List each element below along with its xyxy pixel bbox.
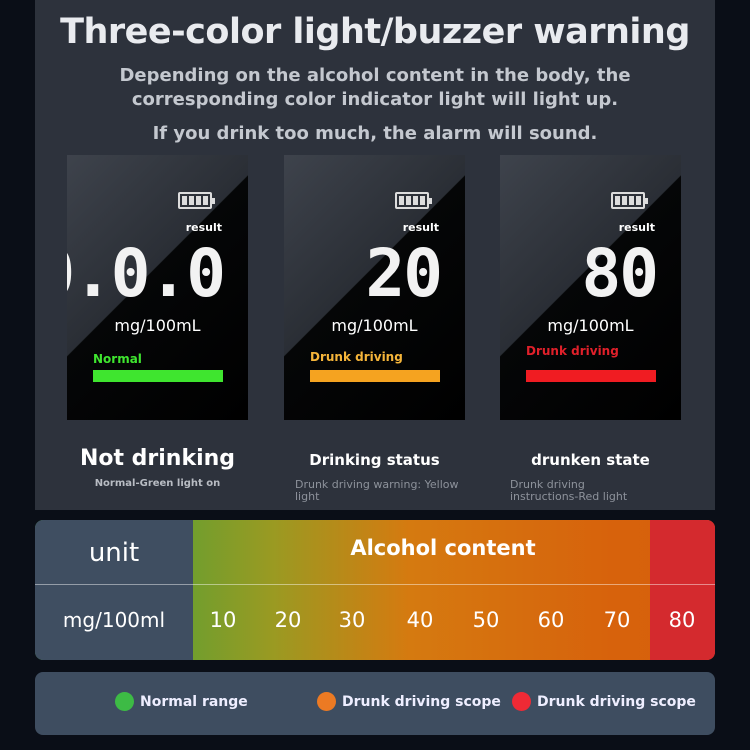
value-cell: 80: [668, 608, 696, 632]
reading-display: 20: [365, 235, 443, 312]
green-dot-icon: [115, 692, 134, 711]
caption-drinking-status: Drinking status: [309, 451, 440, 469]
result-label: result: [185, 221, 222, 234]
subtitle-line-3: If you drink too much, the alarm will so…: [152, 123, 598, 144]
state-label: Normal: [93, 352, 142, 366]
legend-item-drunk: Drunk driving scope: [512, 692, 696, 711]
alcohol-content-table: unit Alcohol content mg/100ml 10 20 30 4…: [35, 520, 715, 660]
status-bar: [526, 370, 656, 382]
value-cell: 70: [603, 608, 631, 632]
divider: [35, 584, 715, 585]
battery-icon: [395, 192, 432, 209]
unit-header: unit: [88, 538, 140, 568]
display-card-warning: result 20 mg/100mL Drunk driving: [284, 155, 465, 420]
legend-label: Drunk driving scope: [342, 693, 501, 710]
value-cell: 10: [209, 608, 237, 632]
unit-column: [35, 520, 193, 660]
value-cell: 50: [472, 608, 500, 632]
status-bar: [310, 370, 440, 382]
unit-label: mg/100mL: [114, 316, 201, 335]
result-label: result: [618, 221, 655, 234]
page-title: Three-color light/buzzer warning: [60, 12, 690, 52]
unit-label: mg/100mL: [331, 316, 418, 335]
state-label: Drunk driving: [310, 350, 403, 364]
result-label: result: [402, 221, 439, 234]
subtitle-line-1: Depending on the alcohol content in the …: [119, 65, 631, 86]
display-card-normal: result 0.0.0 mg/100mL Normal: [67, 155, 248, 420]
unit-value: mg/100ml: [62, 608, 166, 632]
reading-display: 80: [581, 235, 659, 312]
display-card-drunk: result 80 mg/100mL Drunk driving: [500, 155, 681, 420]
reading-display: 0.0.0: [67, 235, 226, 312]
value-cell: 20: [274, 608, 302, 632]
legend-label: Normal range: [140, 693, 248, 710]
caption-drunken-state: drunken state: [531, 451, 650, 469]
description-warning: Drunk driving warning: Yellow light: [295, 478, 459, 503]
subtitle-line-2: corresponding color indicator light will…: [131, 89, 619, 110]
status-bar: [93, 370, 223, 382]
orange-dot-icon: [317, 692, 336, 711]
unit-label: mg/100mL: [547, 316, 634, 335]
value-cell: 60: [537, 608, 565, 632]
battery-icon: [178, 192, 215, 209]
value-cell: 40: [406, 608, 434, 632]
caption-not-drinking: Not drinking: [79, 446, 236, 471]
legend-item-drunk-driving: Drunk driving scope: [317, 692, 501, 711]
red-zone: [650, 520, 715, 660]
red-dot-icon: [512, 692, 531, 711]
legend-item-normal: Normal range: [115, 692, 248, 711]
value-cell: 30: [338, 608, 366, 632]
description-drunk: Drunk driving instructions-Red light: [510, 478, 628, 503]
battery-icon: [611, 192, 648, 209]
legend: Normal range Drunk driving scope Drunk d…: [35, 672, 715, 735]
legend-label: Drunk driving scope: [537, 693, 696, 710]
state-label: Drunk driving: [526, 344, 619, 358]
alcohol-content-header: Alcohol content: [350, 536, 536, 560]
description-normal: Normal-Green light on: [94, 478, 221, 489]
